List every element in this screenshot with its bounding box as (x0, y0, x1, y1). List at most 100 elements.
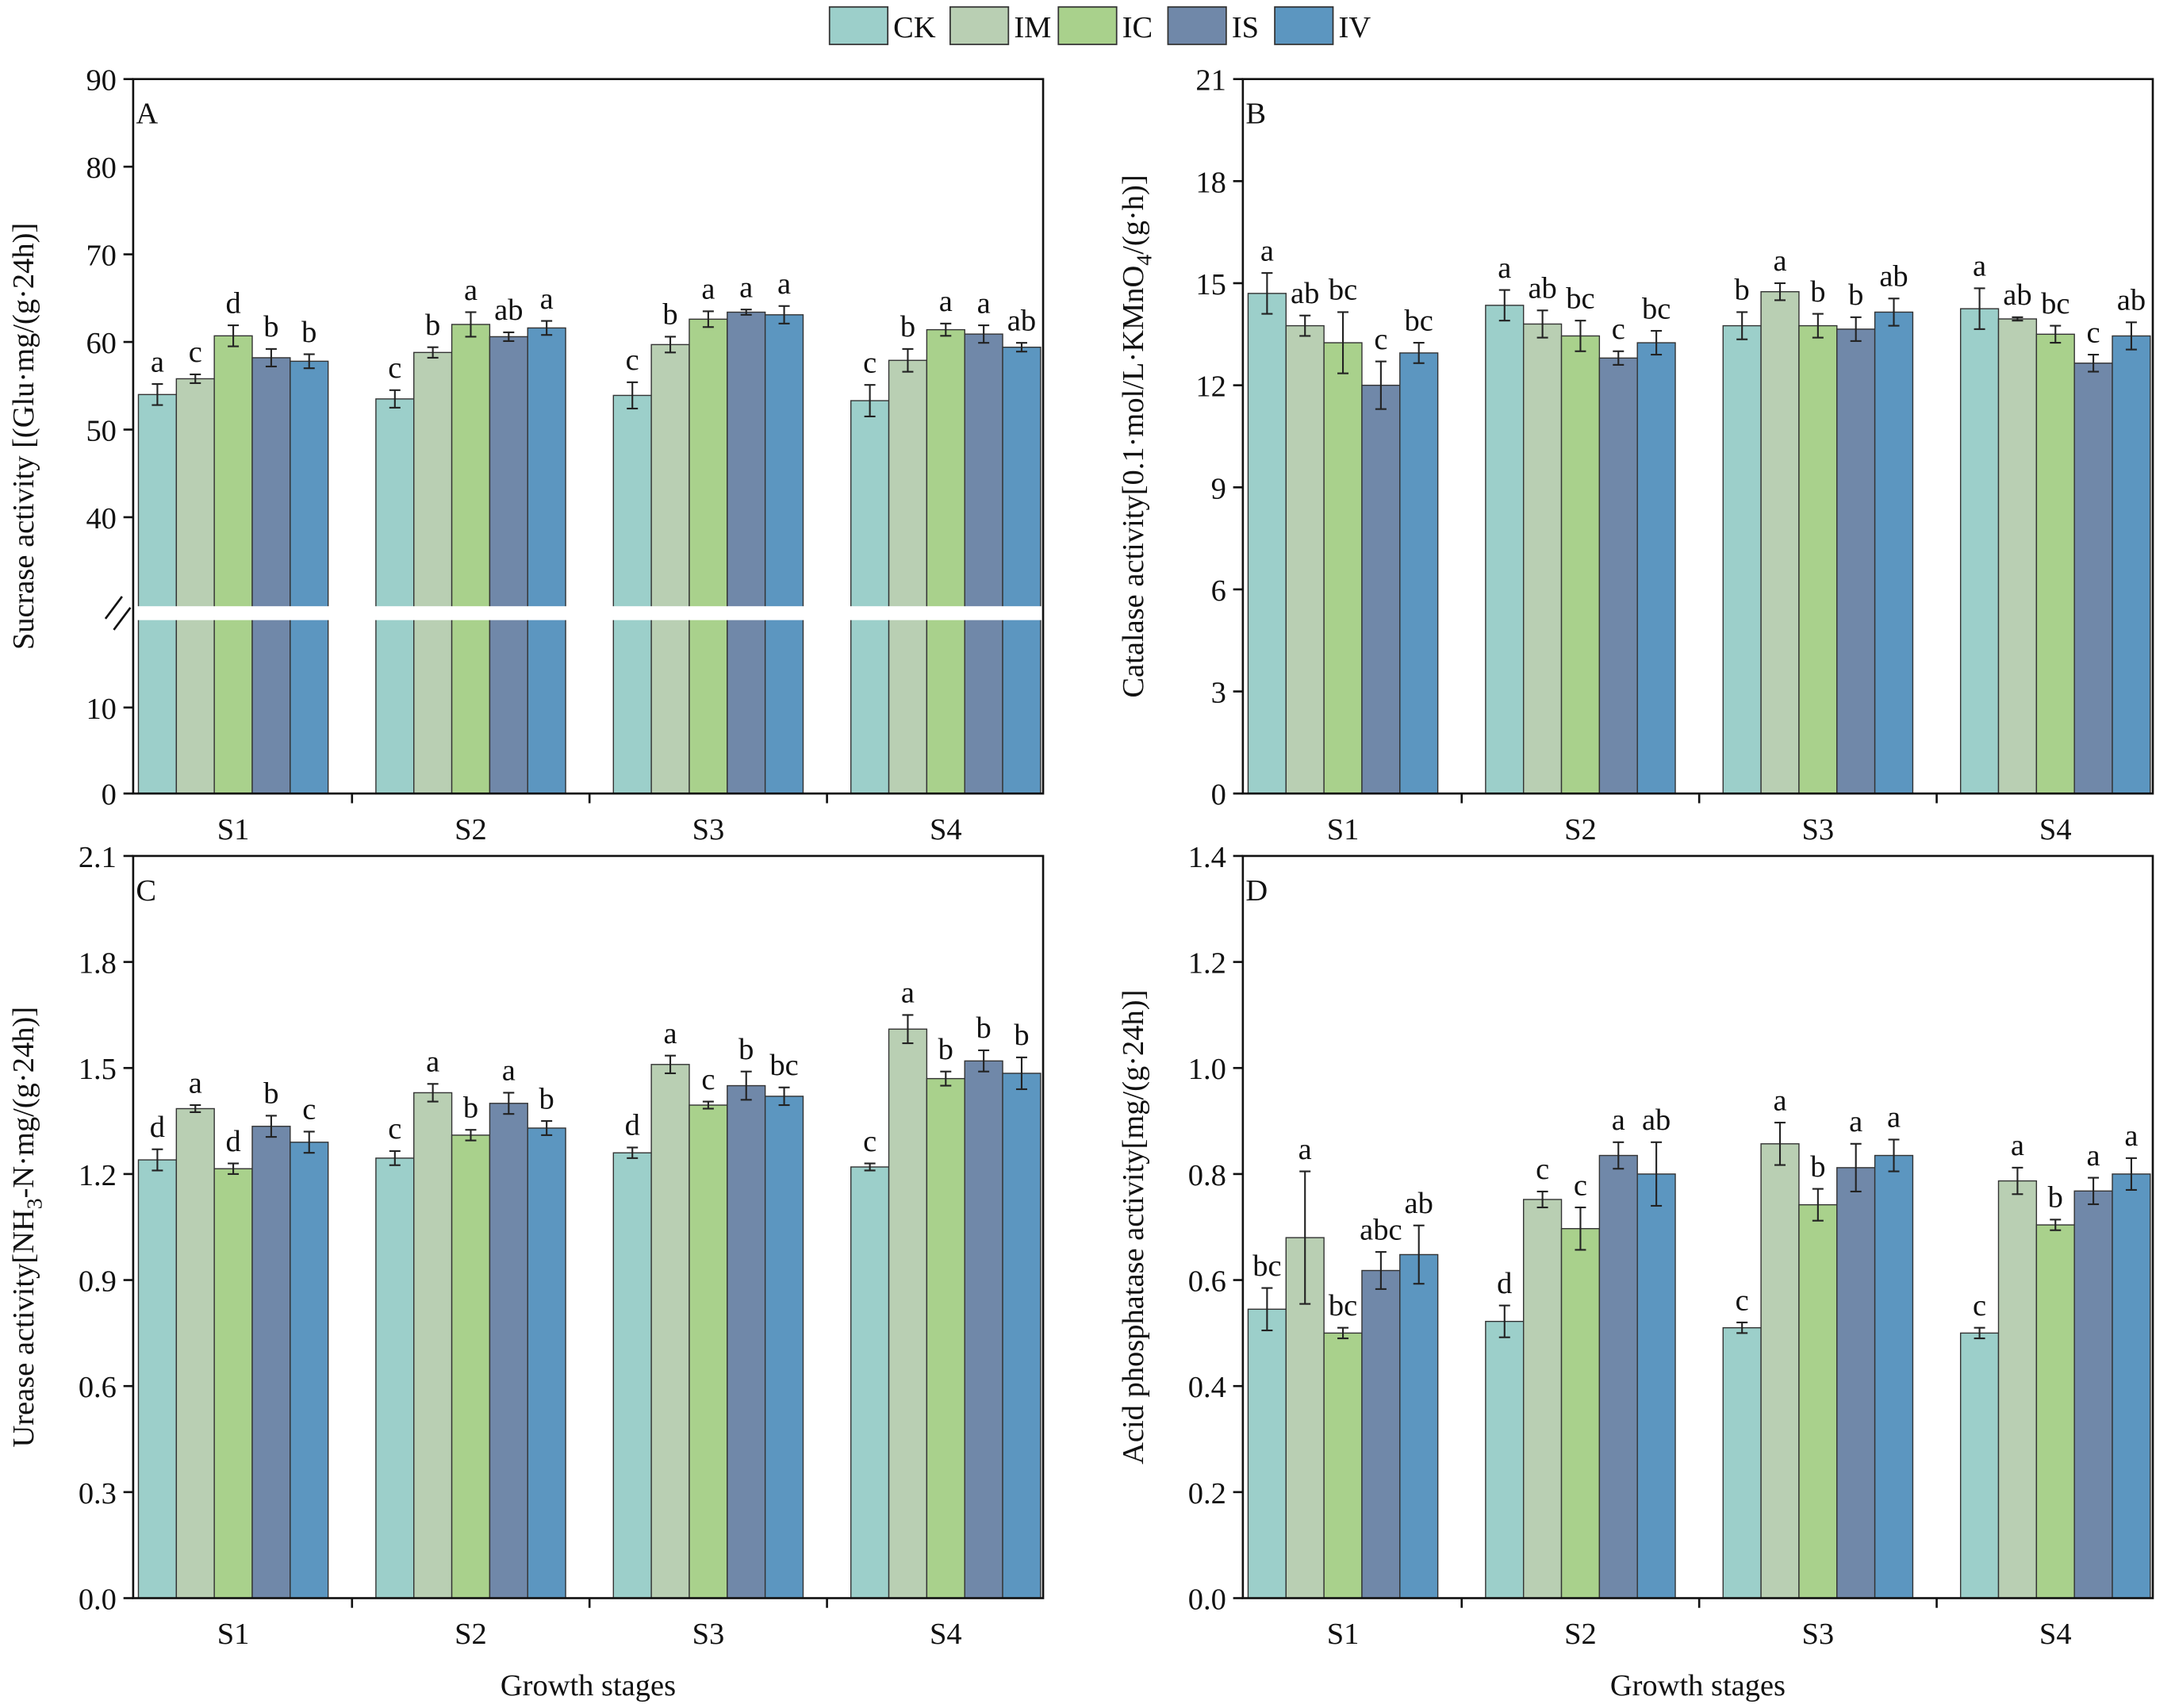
x-tick-label: S4 (930, 813, 962, 846)
error-bar (152, 383, 163, 406)
plot-frame (1241, 854, 2154, 1599)
x-tick-label: S4 (2039, 813, 2072, 846)
bar (213, 335, 253, 794)
bar (964, 1060, 1003, 1599)
bar (1285, 324, 1325, 794)
error-bar (2125, 321, 2137, 351)
bar (1002, 346, 1041, 794)
significance-label: b (263, 310, 278, 344)
significance-label: b (1810, 275, 1825, 309)
bar (1522, 323, 1563, 794)
error-bar (940, 322, 952, 337)
y-tick-label: 21 (1195, 64, 1226, 98)
error-bar (1261, 1287, 1273, 1332)
bar (612, 1152, 652, 1599)
y-axis-title-part: /(g·h)] (1117, 175, 1150, 254)
error-bar (740, 1070, 752, 1101)
bar (1997, 1180, 2038, 1599)
error-bar (465, 1129, 477, 1142)
bar (1836, 1167, 1876, 1599)
y-tick-label: 0.2 (1188, 1477, 1226, 1510)
x-tick-label: S2 (455, 1618, 487, 1651)
legend-label: CK (893, 11, 936, 44)
legend-label: IM (1014, 11, 1051, 44)
significance-label: b (1014, 1019, 1029, 1052)
error-bar (389, 389, 401, 409)
significance-label: a (151, 345, 164, 378)
bar (251, 357, 291, 794)
subscript: 3 (22, 1198, 47, 1209)
bar (489, 336, 528, 794)
significance-label: a (502, 1054, 516, 1088)
x-tick-label: S1 (217, 1618, 250, 1651)
bar (1722, 324, 1762, 794)
error-bar (1337, 311, 1349, 374)
bar (926, 1077, 965, 1599)
error-bar (1651, 329, 1663, 356)
y-tick-label: 0 (1211, 778, 1226, 812)
bar (1361, 384, 1401, 794)
bar (1874, 1154, 1914, 1599)
error-bar (1413, 1224, 1425, 1285)
error-bar (864, 1162, 876, 1172)
error-bar (1575, 1206, 1586, 1251)
error-bar (1888, 1138, 1900, 1173)
bar (213, 1168, 253, 1599)
bar (888, 1028, 928, 1599)
error-bar (665, 1054, 677, 1074)
significance-label: d (225, 1125, 240, 1158)
significance-label: a (977, 286, 991, 320)
y-tick-label: 6 (1211, 574, 1226, 608)
significance-label: a (426, 1046, 439, 1079)
significance-label: a (701, 273, 715, 306)
y-axis-title: Urease activity[NH3-N·mg/(g·24h)] (7, 1007, 47, 1448)
panel-label: C (136, 874, 156, 908)
error-bar (303, 353, 315, 370)
bar (1722, 1326, 1762, 1599)
error-bar (503, 331, 515, 342)
bar (689, 318, 728, 794)
significance-label: b (463, 1091, 478, 1124)
error-bar (778, 305, 790, 324)
error-bar (627, 381, 639, 410)
error-bar (665, 336, 677, 354)
y-tick-label: 15 (1195, 268, 1226, 301)
x-tick-label: S3 (692, 1618, 725, 1651)
x-tick-label: S2 (455, 813, 487, 846)
significance-label: a (1973, 250, 1986, 283)
bar (650, 1064, 690, 1599)
y-tick-label: 0.4 (1188, 1371, 1226, 1404)
bar (764, 1096, 804, 1599)
error-bar (1888, 297, 1900, 327)
significance-label: bc (1329, 1289, 1357, 1322)
error-bar (1974, 287, 1985, 330)
significance-label: c (1536, 1153, 1549, 1186)
significance-label: c (1973, 1289, 1986, 1322)
bar (1636, 342, 1676, 794)
bar (527, 327, 566, 794)
x-axis-title: Growth stages (501, 1669, 676, 1702)
error-bar (2012, 1166, 2023, 1196)
error-bar (1015, 1056, 1027, 1091)
error-bar (978, 324, 990, 344)
significance-label: b (738, 1033, 754, 1066)
significance-label: b (1735, 274, 1750, 307)
error-bar (541, 1120, 553, 1136)
plot-frame (1241, 78, 2154, 795)
bar (1485, 1320, 1525, 1599)
error-bar (1015, 342, 1027, 353)
significance-label: a (739, 271, 753, 304)
significance-label: bc (1642, 292, 1671, 325)
bar (1874, 311, 1914, 794)
y-tick-label: 70 (86, 240, 116, 273)
significance-label: a (1849, 1105, 1862, 1138)
significance-label: ab (1642, 1103, 1671, 1137)
significance-label: d (225, 286, 240, 320)
error-bar (1613, 350, 1625, 366)
error-bar (1413, 341, 1425, 364)
bar (850, 1166, 890, 1599)
error-bar (190, 373, 201, 385)
significance-label: a (1260, 234, 1274, 267)
significance-label: bc (1252, 1249, 1281, 1283)
significance-label: a (901, 977, 915, 1010)
